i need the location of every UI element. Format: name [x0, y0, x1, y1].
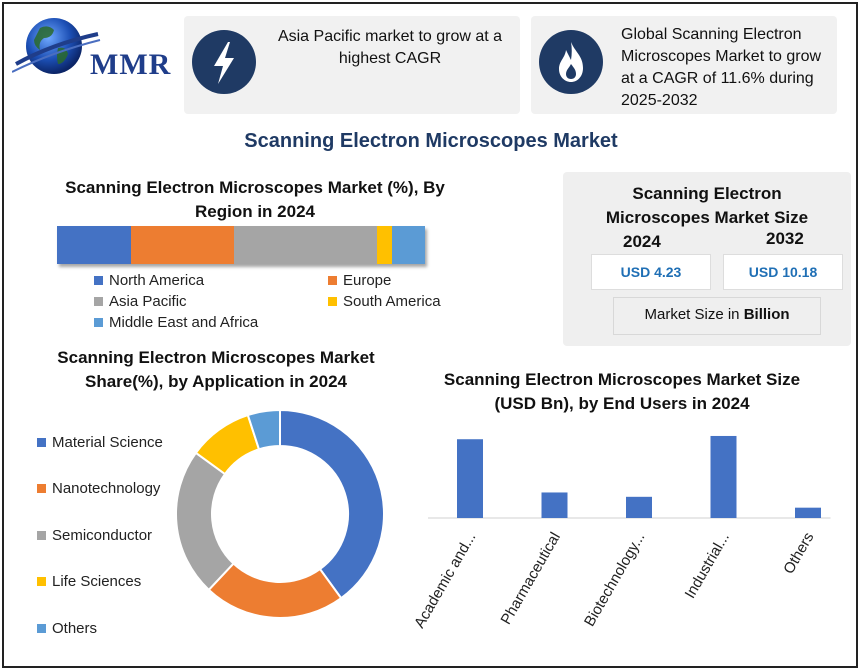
- bar-academic-and: [457, 439, 483, 518]
- legend-swatch: [37, 623, 46, 633]
- region-segment-europe: [130, 226, 234, 264]
- end-users-bar-chart: Academic and... Pharmaceutical Biotechnolo…: [411, 435, 831, 632]
- lightning-bolt-icon: [192, 30, 256, 94]
- bar-others: [795, 507, 821, 518]
- region-segment-middle-east-and-africa: [391, 226, 425, 264]
- region-segment-asia-pacific: [233, 226, 378, 264]
- legend-item-nanotechnology: Nanotechnology: [37, 480, 160, 497]
- donut-slice-nanotechnology: [207, 562, 343, 619]
- legend-swatch: [94, 276, 103, 285]
- legend-label: Material Science: [52, 434, 163, 451]
- legend-item-semiconductor: Semiconductor: [37, 527, 152, 544]
- legend-item-north-america: North America: [94, 272, 204, 289]
- legend-label: North America: [109, 272, 205, 289]
- application-chart-title: Scanning Electron Microscopes Market Sha…: [57, 348, 375, 391]
- market-size-unit: Market Size in Billion: [613, 297, 821, 335]
- bar-industrial: [710, 435, 737, 518]
- legend-label: Others: [52, 619, 98, 637]
- legend-item-material-science: Material Science: [37, 434, 163, 451]
- logo-text: MMR: [90, 48, 172, 81]
- legend-label: Europe: [343, 272, 392, 289]
- legend-label: Middle East and Africa: [109, 314, 259, 331]
- region-segment-north-america: [57, 226, 131, 264]
- legend-swatch: [94, 318, 103, 327]
- info-card-global-cagr: Global Scanning Electron Microscopes Mar…: [531, 16, 837, 114]
- legend-item-europe: Europe: [328, 272, 391, 289]
- legend-label: Semiconductor: [52, 526, 153, 544]
- bar-pharmaceutical: [541, 492, 568, 518]
- bar-biotechnology: [626, 496, 652, 518]
- x-tick-label: Others: [780, 530, 817, 577]
- info-card-asia-pacific: Asia Pacific market to grow at a highest…: [184, 16, 520, 114]
- legend-swatch: [37, 577, 46, 587]
- legend-swatch: [94, 297, 103, 306]
- mmr-logo: MMR: [11, 14, 177, 84]
- legend-label: South America: [343, 293, 441, 310]
- x-tick-label: Biotechnology...: [581, 530, 649, 630]
- legend-swatch: [37, 484, 46, 494]
- globe-icon: [11, 18, 101, 74]
- main-title: Scanning Electron Microscopes Market: [244, 130, 618, 152]
- x-tick-label: Pharmaceutical: [498, 530, 564, 628]
- value-2032: USD 10.18: [723, 254, 843, 290]
- legend-swatch: [328, 297, 337, 306]
- donut-slice-others: [246, 408, 281, 451]
- legend-item-asia-pacific: Asia Pacific: [94, 293, 187, 310]
- market-size-box: Scanning Electron Microscopes Market Siz…: [563, 172, 851, 346]
- market-size-title: Scanning Electron Microscopes Market Siz…: [605, 184, 809, 227]
- x-tick-label: Academic and...: [411, 530, 480, 632]
- year-2032-label: 2032: [766, 229, 804, 248]
- region-chart-title: Scanning Electron Microscopes Market (%)…: [65, 178, 445, 221]
- legend-swatch: [328, 276, 337, 285]
- x-tick-label: Industrial...: [682, 530, 733, 602]
- year-2024-label: 2024: [623, 232, 661, 251]
- legend-item-middle-east-and-africa: Middle East and Africa: [94, 314, 258, 331]
- region-segment-south-america: [377, 226, 392, 264]
- legend-swatch: [37, 438, 46, 447]
- flame-icon: [539, 30, 603, 94]
- legend-label: Asia Pacific: [109, 293, 187, 310]
- legend-swatch: [37, 530, 46, 540]
- end-users-chart-title: Scanning Electron Microscopes Market Siz…: [443, 370, 801, 413]
- legend-item-others: Others: [37, 620, 97, 637]
- card-text: Asia Pacific market to grow at a highest…: [277, 28, 503, 67]
- donut-slice-material-science: [279, 408, 385, 600]
- application-donut-chart: [175, 408, 385, 619]
- region-stacked-bar: [57, 226, 425, 264]
- value-2024: USD 4.23: [591, 254, 711, 290]
- legend-item-life-sciences: Life Sciences: [37, 573, 141, 590]
- legend-label: Life Sciences: [52, 573, 142, 591]
- card-text: Global Scanning Electron Microscopes Mar…: [621, 26, 822, 109]
- legend-label: Nanotechnology: [52, 480, 161, 498]
- legend-item-south-america: South America: [328, 293, 441, 310]
